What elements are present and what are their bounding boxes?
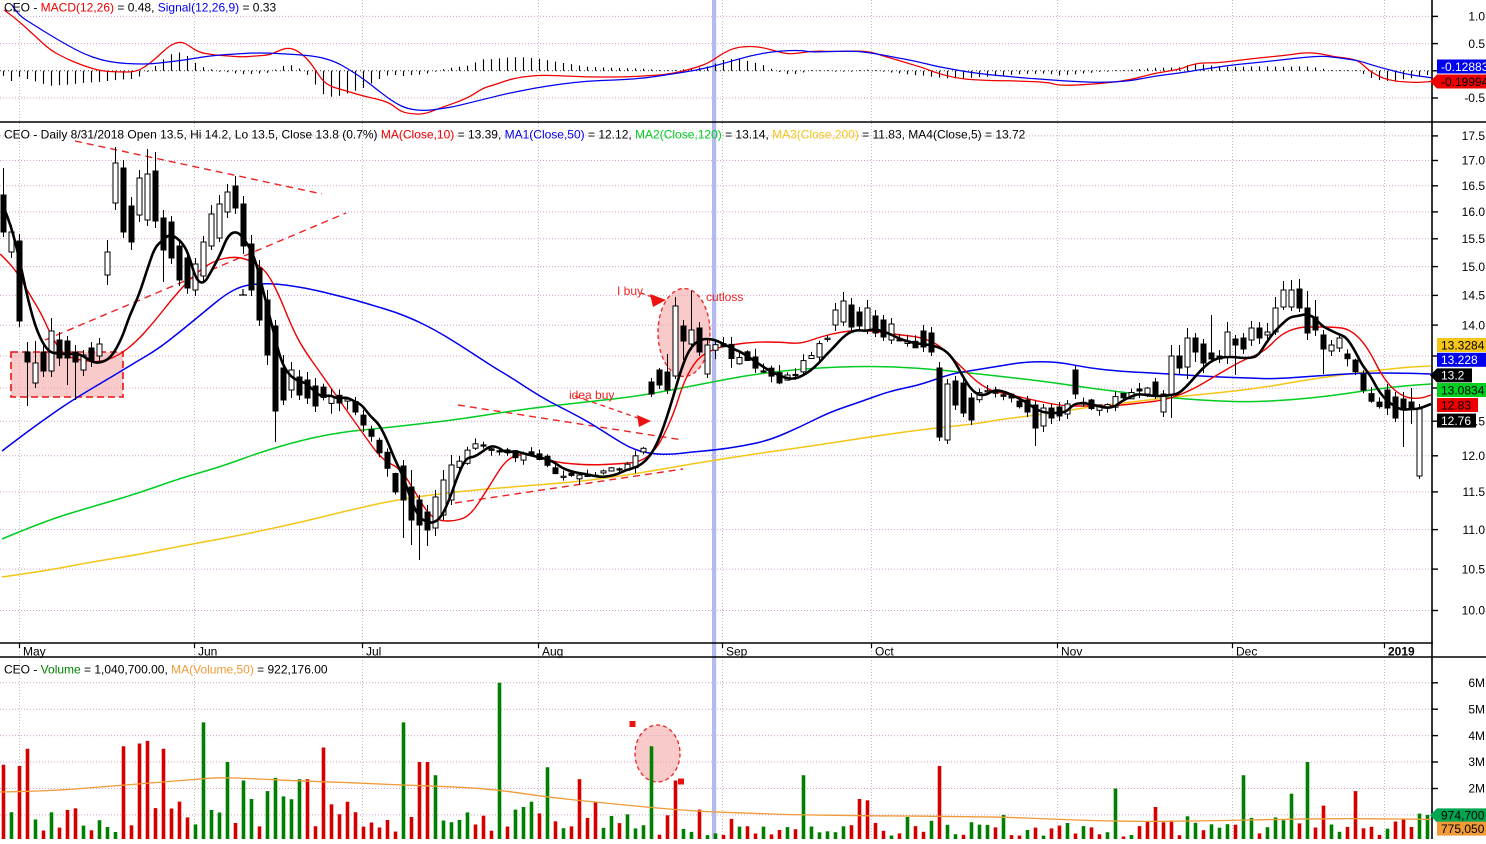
svg-text:13.3284: 13.3284	[1441, 338, 1485, 352]
svg-text:974,700: 974,700	[1441, 809, 1485, 823]
svg-text:Aug: Aug	[542, 645, 563, 659]
svg-text:cutloss: cutloss	[706, 290, 743, 304]
svg-text:14.0: 14.0	[1462, 318, 1486, 332]
svg-text:CEO - Daily 8/31/2018 Open 13.: CEO - Daily 8/31/2018 Open 13.5, Hi 14.2…	[4, 128, 1026, 142]
svg-text:13.0834: 13.0834	[1441, 383, 1485, 397]
svg-text:15.5: 15.5	[1462, 232, 1486, 246]
svg-text:13.2: 13.2	[1441, 369, 1465, 383]
svg-text:775,050: 775,050	[1441, 822, 1485, 836]
svg-text:-0.12883: -0.12883	[1441, 60, 1486, 74]
svg-text:Oct: Oct	[875, 645, 894, 659]
svg-text:10.5: 10.5	[1462, 562, 1486, 576]
svg-text:10.0: 10.0	[1462, 604, 1486, 618]
svg-text:CEO - Volume = 1,040,700.00, M: CEO - Volume = 1,040,700.00, MA(Volume,5…	[4, 663, 328, 677]
svg-text:Nov: Nov	[1061, 645, 1082, 659]
svg-text:I buy: I buy	[617, 284, 643, 298]
svg-text:16.0: 16.0	[1462, 205, 1486, 219]
svg-text:2M: 2M	[1468, 782, 1485, 796]
svg-text:11.0: 11.0	[1463, 523, 1486, 537]
svg-text:May: May	[23, 645, 46, 659]
svg-text:16.5: 16.5	[1462, 179, 1486, 193]
svg-text:3M: 3M	[1468, 755, 1485, 769]
svg-text:15.0: 15.0	[1462, 260, 1486, 274]
svg-text:2019: 2019	[1388, 645, 1415, 659]
svg-text:12.0: 12.0	[1462, 449, 1486, 463]
svg-text:6M: 6M	[1468, 676, 1485, 690]
svg-text:1.0: 1.0	[1468, 10, 1485, 24]
svg-text:idea buy: idea buy	[569, 388, 614, 402]
svg-text:Jul: Jul	[366, 645, 381, 659]
svg-text:13.228: 13.228	[1441, 353, 1478, 367]
svg-text:12.83: 12.83	[1441, 398, 1471, 412]
svg-text:17.5: 17.5	[1462, 129, 1486, 143]
svg-text:CEO - MACD(12,26) = 0.48, Sign: CEO - MACD(12,26) = 0.48, Signal(12,26,9…	[4, 1, 276, 15]
svg-text:4M: 4M	[1468, 729, 1485, 743]
svg-text:0.5: 0.5	[1468, 37, 1485, 51]
svg-text:Dec: Dec	[1236, 645, 1257, 659]
svg-text:12.76: 12.76	[1441, 414, 1471, 428]
svg-text:11.5: 11.5	[1463, 485, 1486, 499]
svg-text:Jun: Jun	[198, 645, 217, 659]
svg-text:5M: 5M	[1468, 702, 1485, 716]
svg-text:-0.19994: -0.19994	[1441, 75, 1486, 89]
svg-text:Sep: Sep	[726, 645, 748, 659]
svg-text:17.0: 17.0	[1462, 154, 1486, 168]
svg-text:-0.5: -0.5	[1464, 91, 1485, 105]
svg-text:14.5: 14.5	[1462, 289, 1486, 303]
